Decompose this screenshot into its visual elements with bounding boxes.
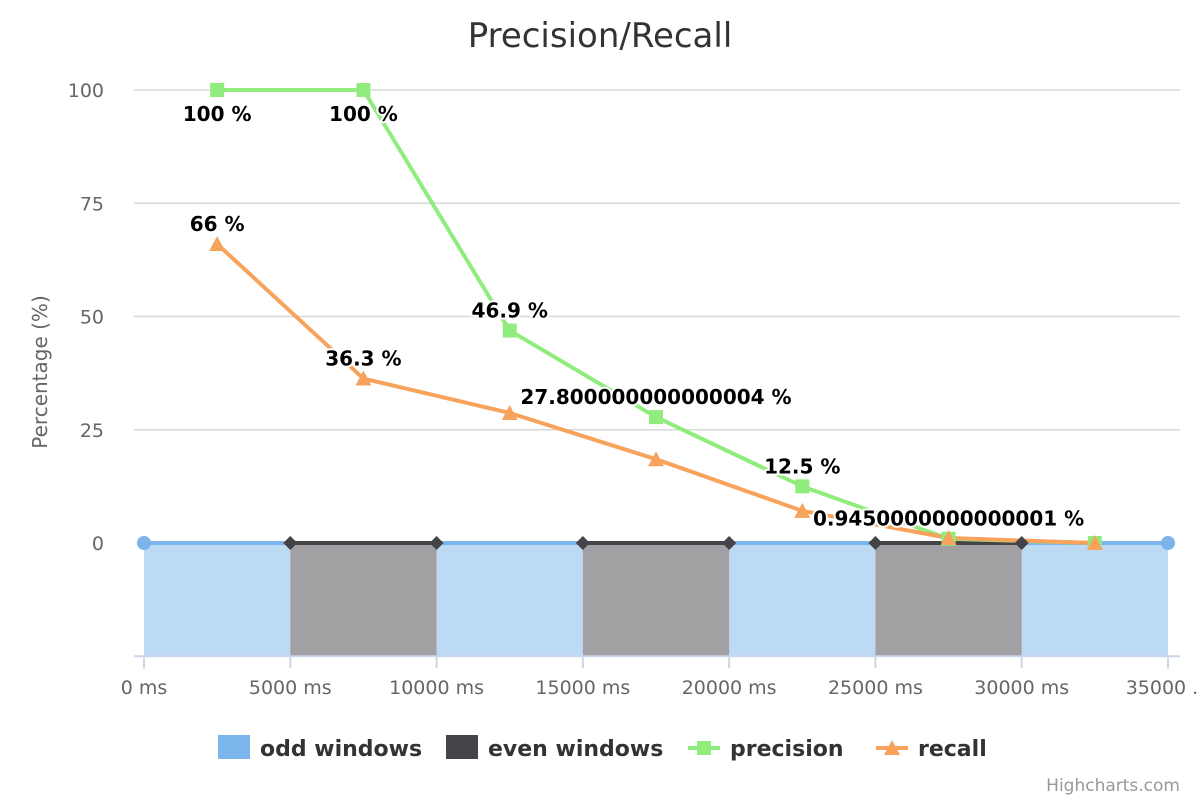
data-labels: 100 % 100 % 46.9 % 27.800000000000004 % 12.5… <box>181 100 1086 533</box>
precision-data-label: 46.9 % <box>472 299 548 323</box>
legend-marker-recall <box>884 740 900 755</box>
recall-point <box>794 502 811 518</box>
even-window-area <box>582 543 730 657</box>
legend-symbol-even-windows <box>446 735 478 759</box>
odd-windows-point <box>137 536 151 550</box>
y-axis-title: Percentage (%) <box>28 295 52 448</box>
even-window-area <box>290 543 437 657</box>
even-windows-point <box>283 536 298 550</box>
x-tick-label: 15000 ms <box>535 677 630 699</box>
even-windows-point <box>1014 536 1029 550</box>
legend-label-precision[interactable]: precision <box>730 737 844 762</box>
recall-point <box>501 404 518 420</box>
recall-point <box>355 370 372 386</box>
chart-title: Precision/Recall <box>468 16 733 56</box>
precision-point <box>502 323 517 338</box>
precision-data-label: 12.5 % <box>764 454 840 478</box>
precision-point <box>795 479 810 494</box>
legend-label-odd-windows[interactable]: odd windows <box>260 737 422 762</box>
y-tick-label: 0 <box>92 533 104 555</box>
even-windows-point <box>868 536 883 550</box>
x-tick-label: 0 ms <box>121 677 168 699</box>
window-areas <box>144 543 1168 657</box>
even-windows-point <box>575 536 590 550</box>
x-tick-label: 25000 ms <box>828 677 923 699</box>
legend-label-recall[interactable]: recall <box>918 737 987 762</box>
legend-symbol-odd-windows <box>218 735 250 759</box>
precision-point <box>356 83 371 97</box>
odd-window-area <box>1021 543 1168 657</box>
odd-window-area <box>729 543 876 657</box>
recall-data-label: 66 % <box>190 212 245 236</box>
odd-window-area <box>144 543 291 657</box>
precision-data-label: 100 % <box>183 102 252 126</box>
recall-point <box>940 530 957 546</box>
recall-point <box>209 236 226 252</box>
x-tick-label: 10000 ms <box>389 677 484 699</box>
recall-point <box>1086 535 1103 550</box>
credits-link[interactable]: Highcharts.com <box>1046 776 1180 796</box>
precision-point <box>210 83 225 97</box>
series-markers <box>137 83 1175 550</box>
legend-marker-precision <box>697 741 711 755</box>
recall-point <box>648 451 664 467</box>
odd-window-area <box>436 543 583 657</box>
even-window-area <box>875 543 1022 657</box>
recall-data-label: 36.3 % <box>325 347 401 371</box>
y-tick-label: 100 <box>68 80 104 102</box>
y-tick-label: 50 <box>80 307 104 329</box>
precision-data-label: 0.9450000000000001 % <box>813 507 1084 531</box>
x-tick-label: 30000 ms <box>974 677 1069 699</box>
even-windows-point <box>429 536 444 550</box>
axes: 0 25 50 75 100 0 ms 5000 ms 10000 ms 15000 ms 200… <box>68 80 1200 699</box>
precision-point <box>649 410 663 425</box>
odd-windows-point <box>1161 536 1175 550</box>
precision-data-label: 27.800000000000004 % <box>520 385 791 409</box>
grid-lines <box>134 89 1180 431</box>
legend: odd windows even windows precision recall <box>218 735 987 762</box>
x-tick-label: 35000 ... <box>1126 677 1200 699</box>
x-tick-label: 20000 ms <box>682 677 777 699</box>
even-windows-point <box>722 536 737 550</box>
legend-label-even-windows[interactable]: even windows <box>488 737 663 762</box>
y-tick-label: 75 <box>80 193 104 215</box>
precision-data-label: 100 % <box>329 102 398 126</box>
y-tick-label: 25 <box>80 420 104 442</box>
x-tick-label: 5000 ms <box>249 677 332 699</box>
